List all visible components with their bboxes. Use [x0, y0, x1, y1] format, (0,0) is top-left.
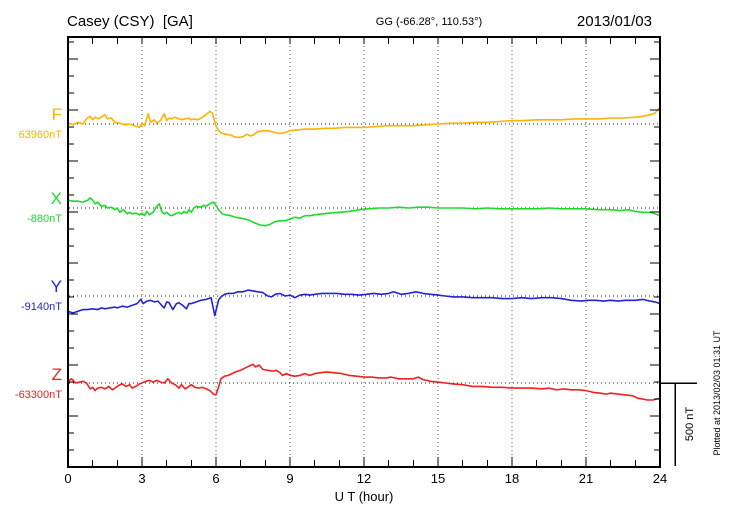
x-tick-label-9: 9 [286, 471, 294, 486]
channel-label-Y: Y -9140nT [0, 277, 62, 314]
geographic-coords: GG (-66.28°, 110.53°) [375, 16, 483, 28]
trace-Z [67, 363, 661, 401]
x-tick-label-24: 24 [652, 471, 668, 486]
scale-bar-label: 500 nT [684, 406, 696, 442]
x-tick-label-0: 0 [64, 471, 72, 486]
channel-letter-F: F [51, 105, 62, 124]
x-tick-label-21: 21 [578, 471, 594, 486]
x-tick-label-18: 18 [504, 471, 520, 486]
channel-letter-Y: Y [50, 277, 62, 296]
plot-frame [67, 36, 661, 468]
channel-baseline-X: -880nT [27, 213, 62, 225]
channel-letter-Z: Z [51, 365, 62, 384]
channel-label-Z: Z -63300nT [0, 365, 62, 402]
channel-label-F: F 63960nT [0, 105, 62, 142]
x-tick-label-3: 3 [138, 471, 146, 486]
plotted-at-note: Plotted at 2013/02/03 01:31 UT [712, 330, 722, 456]
channel-baseline-F: 63960nT [18, 129, 62, 141]
station-title: Casey (CSY) [GA] [67, 13, 193, 30]
x-tick-label-15: 15 [430, 471, 446, 486]
x-tick-label-12: 12 [356, 471, 372, 486]
channel-letter-X: X [50, 189, 62, 208]
channel-label-X: X -880nT [0, 189, 62, 226]
trace-F [67, 106, 661, 139]
trace-Y [67, 289, 661, 317]
trace-X [67, 197, 661, 227]
plot-date: 2013/01/03 [576, 13, 652, 30]
channel-baseline-Z: -63300nT [14, 389, 62, 401]
x-axis-title: U T (hour) [334, 489, 394, 504]
channel-baseline-Y: -9140nT [21, 301, 62, 313]
x-tick-label-6: 6 [212, 471, 220, 486]
